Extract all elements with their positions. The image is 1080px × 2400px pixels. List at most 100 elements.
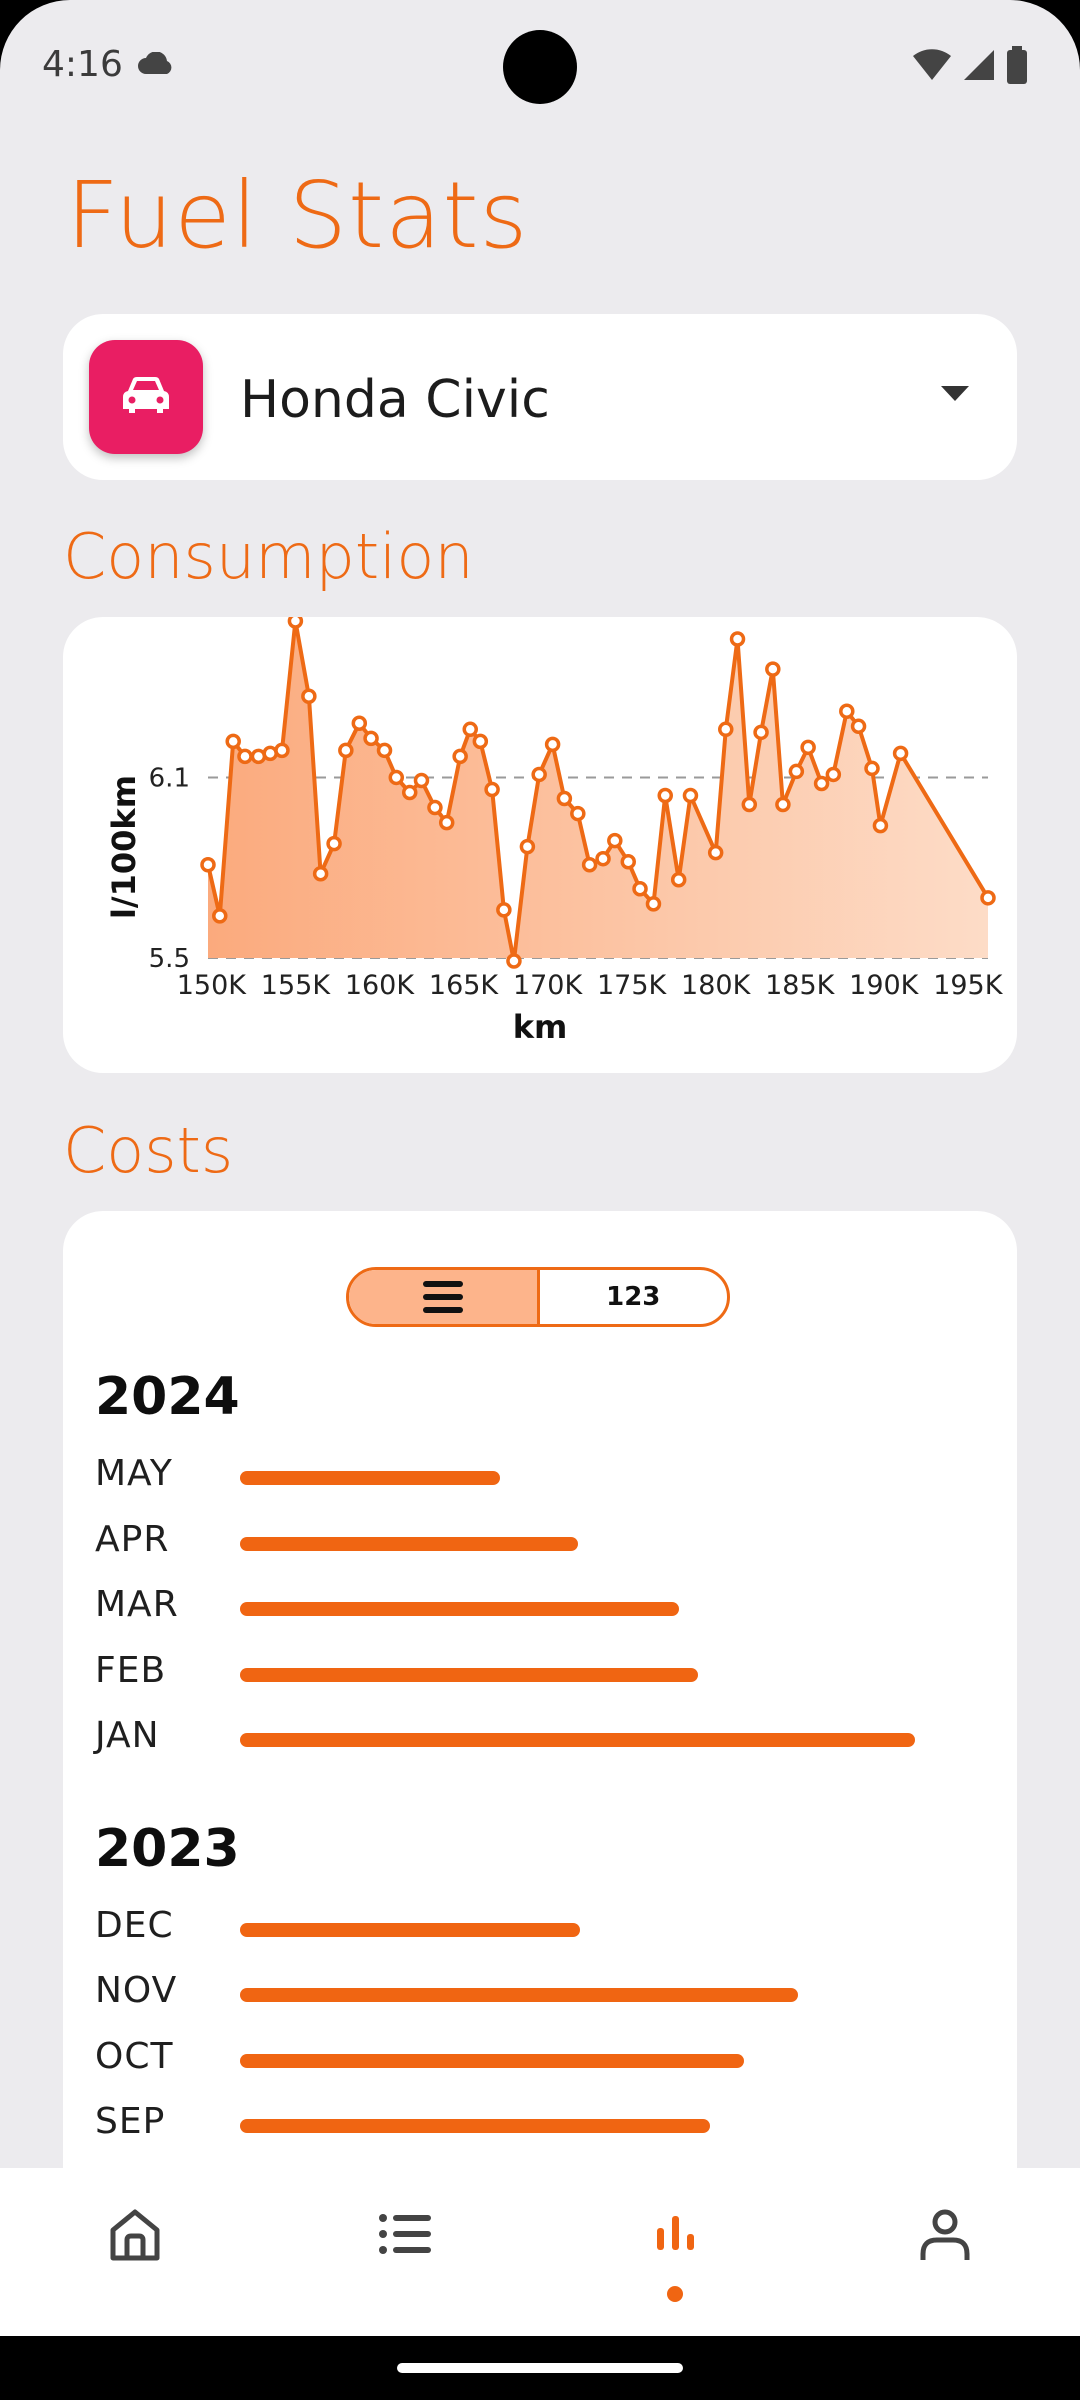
chart-point [718,721,734,738]
chart-point [225,733,241,750]
chart-x-tick-label: 165K [429,970,500,1001]
cost-bar [240,1667,698,1682]
month-cost-row[interactable]: DEC [95,1901,995,1951]
camera-cutout [503,30,577,104]
month-cost-row[interactable]: OCT [95,2032,995,2082]
chart-x-tick-label: 155K [261,970,332,1001]
consumption-heading: Consumption [63,520,474,593]
chart-point [800,739,816,756]
chevron-down-icon[interactable] [941,386,969,401]
chart-point [338,742,354,759]
home-icon [105,2204,165,2304]
chart-point [531,766,547,783]
month-label: DEC [95,1904,174,1946]
chart-point [351,715,368,732]
chart-point [682,787,699,804]
month-label: MAY [95,1453,173,1494]
chart-point [237,748,253,765]
vehicle-selector[interactable]: Honda Civic [63,314,1017,480]
cost-bar [240,2053,744,2068]
status-bar: 4:16 [0,0,1080,130]
chart-point [312,865,329,882]
month-cost-row[interactable]: NOV [95,1966,995,2016]
chart-point [413,772,430,789]
chart-point [544,736,561,753]
chart-point [212,908,228,924]
chart-point [892,745,909,762]
chart-point [427,799,443,816]
vehicle-name: Honda Civic [240,370,550,430]
menu-icon [422,1281,463,1313]
month-cost-row[interactable]: FEB [95,1646,995,1696]
numeric-view-label: 123 [606,1282,661,1312]
chart-point [595,850,611,867]
month-label: FEB [95,1649,167,1691]
cost-bar [240,1471,500,1485]
cost-bar [240,1733,915,1747]
month-cost-row[interactable]: MAR [95,1580,995,1630]
home-gesture-bar [397,2363,683,2373]
chart-point [401,784,418,801]
chart-point [301,688,317,704]
chart-point [472,733,489,750]
chart-point [813,775,830,792]
chart-point [872,817,889,834]
year-label: 2024 [95,1367,240,1427]
chart-point [200,856,216,873]
chart-point [326,835,342,852]
cloud-icon [136,51,176,80]
chart-point [581,856,598,873]
car-icon [121,375,171,419]
cost-bar [240,1922,580,1937]
chart-point [376,742,393,759]
chart-x-tick-label: 185K [765,970,836,1001]
month-cost-row[interactable]: JAN [95,1711,995,1761]
list-view-option[interactable] [349,1270,540,1324]
nav-list[interactable] [345,2204,465,2304]
chart-point [519,838,536,855]
chart-point [556,790,573,807]
chart-x-tick-label: 150K [177,970,248,1001]
chart-point [980,890,996,906]
bottom-navigation [0,2168,1080,2336]
month-label: APR [95,1518,170,1560]
chart-point [287,617,304,629]
nav-home[interactable] [75,2204,195,2304]
costs-view-toggle: 123 [346,1267,730,1327]
month-label: NOV [95,1970,178,2011]
chart-point [864,760,880,777]
cost-bar [240,1536,578,1551]
active-nav-indicator [667,2286,683,2302]
chart-point [388,769,405,786]
month-cost-row[interactable]: SEP [95,2097,995,2147]
battery-icon [1006,46,1028,88]
costs-heading: Costs [63,1114,234,1187]
consumption-chart: 150K 155K 160K 165K 170K 175K 180K 185K 190K 195K… [105,617,1004,1046]
month-label: SEP [95,2101,166,2142]
chart-x-tick-label: 190K [849,970,920,1001]
page-title: Fuel Stats [66,162,529,269]
bar-chart-icon [645,2204,705,2304]
cost-bar [240,1988,798,2002]
month-cost-row[interactable]: APR [95,1515,995,1565]
costs-card: 123 2024MAYAPRMARFEBJAN2023DECNOVOCTSEPA… [63,1211,1017,2336]
chart-point [607,832,623,849]
wifi-icon [912,48,952,86]
chart-x-tick-label: 195K [933,970,1004,1001]
nav-stats[interactable] [615,2204,735,2304]
nav-profile[interactable] [885,2204,1005,2304]
chart-point [850,718,867,735]
month-label: MAR [95,1584,179,1625]
chart-point [570,805,586,822]
status-time: 4:16 [42,44,123,85]
chart-point [274,742,290,759]
chart-x-tick-label: 175K [597,970,668,1001]
app-screen: 4:16 Fuel Stats Honda [0,0,1080,2336]
chart-y-tick-label: 6.1 [149,763,190,793]
chart-area-fill [208,621,988,961]
chart-point [452,748,468,765]
numeric-view-option[interactable]: 123 [540,1270,728,1324]
vehicle-avatar [89,340,203,454]
month-cost-row[interactable]: MAY [95,1449,995,1499]
consumption-chart-card: 150K 155K 160K 165K 170K 175K 180K 185K 190K 195K… [63,617,1017,1073]
